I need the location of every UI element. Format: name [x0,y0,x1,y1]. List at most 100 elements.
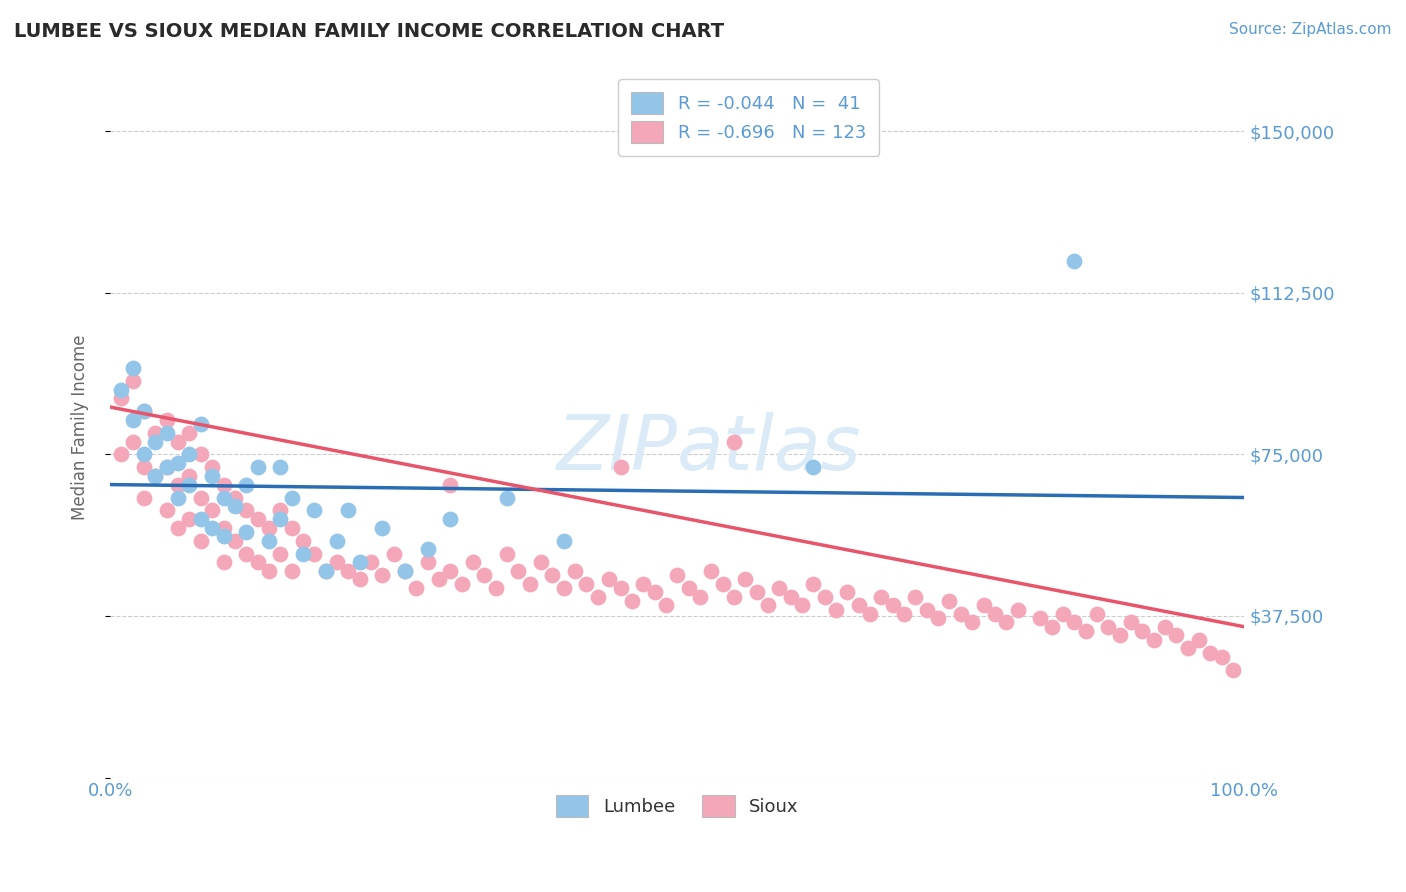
Point [132,460,155,475]
Point [224,491,246,505]
Point [915,602,938,616]
Point [246,460,269,475]
Point [450,576,472,591]
Point [801,576,824,591]
Point [837,585,859,599]
Point [235,503,257,517]
Point [371,568,394,582]
Point [700,564,723,578]
Point [212,529,235,543]
Point [801,460,824,475]
Point [212,555,235,569]
Point [145,425,167,440]
Point [291,547,314,561]
Point [1063,615,1085,630]
Point [586,590,609,604]
Point [291,533,314,548]
Point [1040,620,1063,634]
Point [121,374,143,388]
Point [167,456,190,470]
Point [315,564,337,578]
Point [246,555,269,569]
Point [984,607,1007,621]
Point [927,611,949,625]
Point [132,491,155,505]
Point [609,581,631,595]
Point [121,413,143,427]
Point [201,521,224,535]
Point [893,607,915,621]
Point [212,521,235,535]
Point [1199,646,1222,660]
Point [530,555,553,569]
Point [257,521,280,535]
Point [201,503,224,517]
Point [575,576,598,591]
Point [666,568,689,582]
Point [167,434,190,449]
Point [416,542,439,557]
Point [212,477,235,491]
Point [655,599,678,613]
Y-axis label: Median Family Income: Median Family Income [72,334,89,520]
Point [132,447,155,461]
Text: LUMBEE VS SIOUX MEDIAN FAMILY INCOME CORRELATION CHART: LUMBEE VS SIOUX MEDIAN FAMILY INCOME COR… [14,22,724,41]
Point [1154,620,1177,634]
Point [938,594,960,608]
Point [190,533,212,548]
Point [678,581,700,595]
Point [427,573,450,587]
Point [814,590,837,604]
Point [269,503,291,517]
Point [439,477,461,491]
Point [167,477,190,491]
Point [110,447,132,461]
Point [779,590,801,604]
Point [145,434,167,449]
Text: ZIP: ZIP [557,411,678,485]
Point [280,564,302,578]
Point [609,460,631,475]
Point [949,607,972,621]
Point [269,460,291,475]
Point [156,503,179,517]
Point [179,512,201,526]
Point [620,594,643,608]
Point [190,512,212,526]
Point [326,555,349,569]
Point [394,564,416,578]
Point [1188,632,1211,647]
Point [190,417,212,432]
Point [110,383,132,397]
Point [870,590,893,604]
Point [224,533,246,548]
Point [121,361,143,376]
Point [1007,602,1029,616]
Point [541,568,564,582]
Point [723,590,745,604]
Point [689,590,711,604]
Point [257,564,280,578]
Point [973,599,995,613]
Point [235,524,257,539]
Point [1211,649,1233,664]
Point [519,576,541,591]
Text: atlas: atlas [678,411,862,485]
Point [848,599,870,613]
Point [756,599,779,613]
Point [337,564,360,578]
Point [326,533,349,548]
Point [1074,624,1097,638]
Point [224,499,246,513]
Point [461,555,484,569]
Point [132,404,155,418]
Point [1052,607,1074,621]
Point [190,447,212,461]
Point [416,555,439,569]
Point [496,491,519,505]
Point [257,533,280,548]
Point [644,585,666,599]
Point [304,503,326,517]
Point [439,512,461,526]
Point [1063,253,1085,268]
